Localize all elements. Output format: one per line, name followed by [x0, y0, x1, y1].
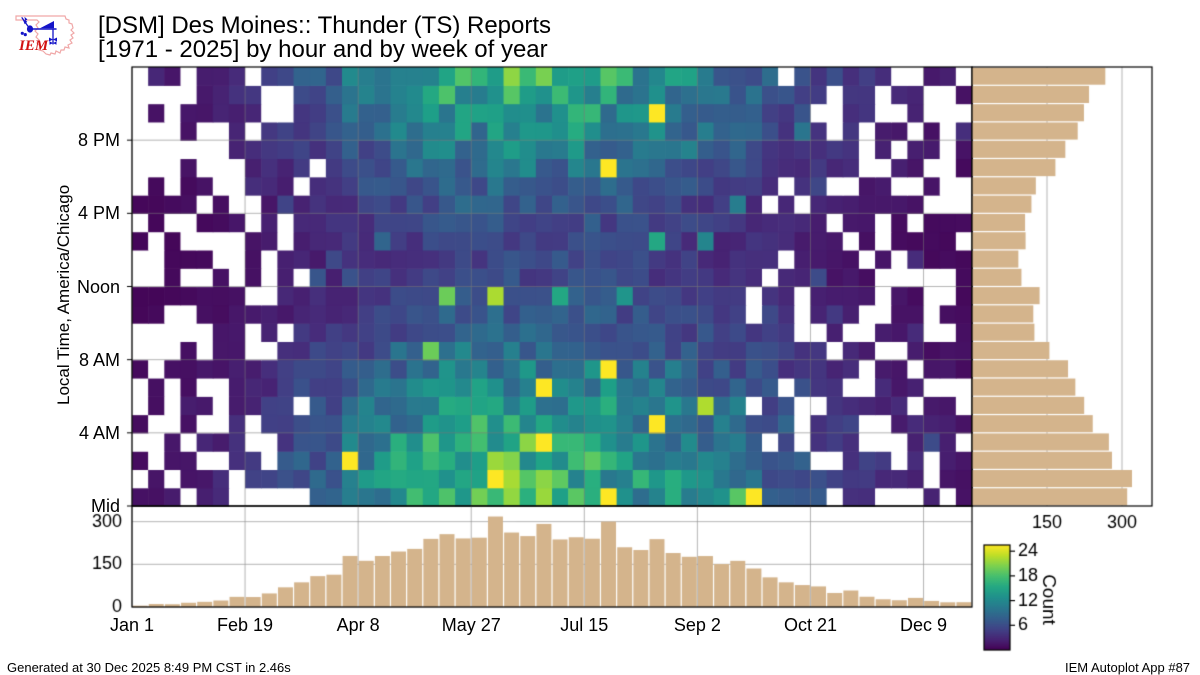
svg-text:IEM: IEM: [18, 38, 49, 54]
